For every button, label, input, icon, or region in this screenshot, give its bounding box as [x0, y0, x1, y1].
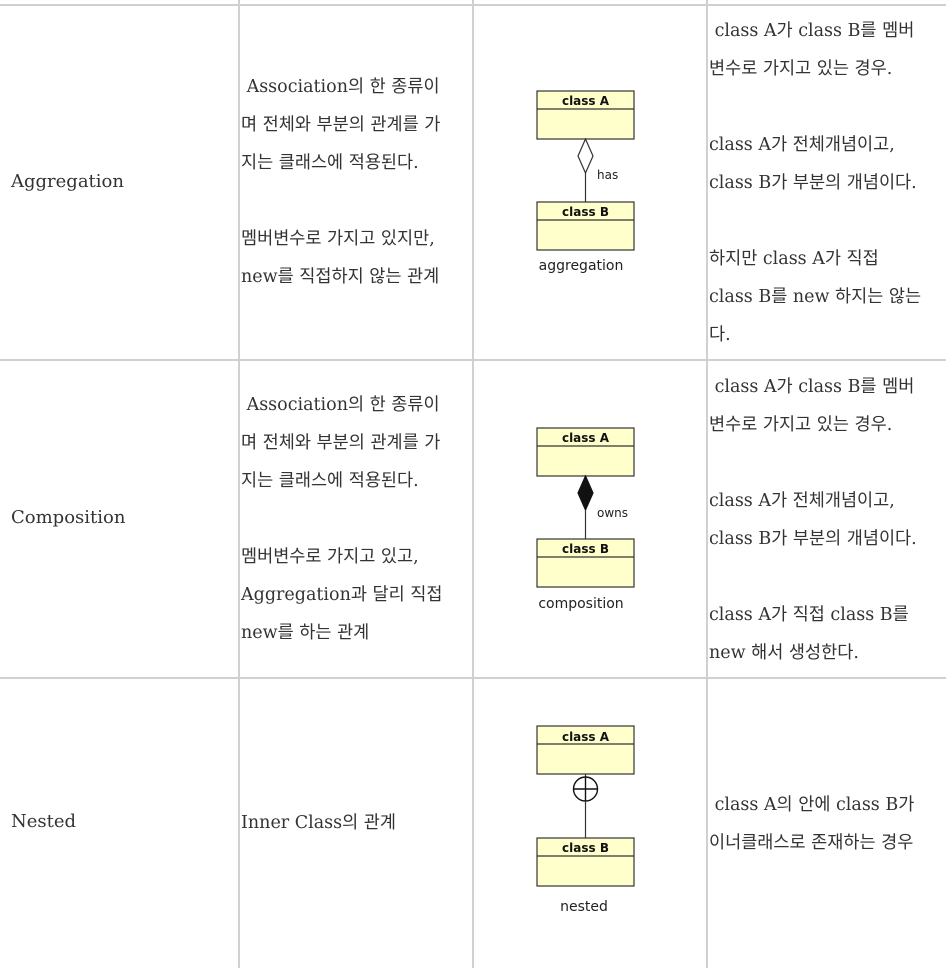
description-line: Inner Class의 관계 [241, 813, 396, 833]
class-a-label: class A [562, 94, 610, 108]
detail-line: class A가 직접 class B를 [709, 605, 909, 625]
aggregation-uml-diagram: class A has class B aggregation [536, 90, 635, 274]
description-line: Association의 한 종류이 [241, 77, 440, 97]
detail-line: class B가 부분의 개념이다. [709, 529, 917, 549]
description-cell: Inner Class의 관계 [241, 804, 396, 842]
class-b-box [536, 538, 635, 588]
description-line: Aggregation과 달리 직접 [241, 585, 443, 605]
column-divider [472, 0, 474, 968]
description-line: new를 하는 관계 [241, 623, 370, 643]
class-b-label: class B [562, 542, 609, 556]
hollow-diamond-icon [577, 137, 594, 175]
description-line: 멤버변수로 가지고 있지만, [241, 229, 435, 249]
description-line: 지는 클래스에 적용된다. [241, 153, 419, 173]
detail-line: class A가 전체개념이고, [709, 491, 895, 511]
description-line: 멤버변수로 가지고 있고, [241, 547, 419, 567]
row-divider [0, 4, 946, 6]
class-a-label: class A [562, 730, 610, 744]
description-line: 며 전체와 부분의 관계를 가 [241, 115, 441, 135]
diagram-caption: composition [538, 596, 623, 612]
class-a-box [536, 427, 635, 477]
description-line: Association의 한 종류이 [241, 395, 440, 415]
detail-line: 이너클래스로 존재하는 경우 [709, 833, 914, 853]
class-b-label: class B [562, 205, 609, 219]
description-line: 지는 클래스에 적용된다. [241, 471, 419, 491]
filled-diamond-icon [577, 474, 594, 512]
detail-line: new 해서 생성한다. [709, 643, 859, 663]
class-b-box [536, 201, 635, 251]
row-divider [0, 359, 946, 361]
description-line: new를 직접하지 않는 관계 [241, 267, 440, 287]
class-b-box [536, 837, 635, 887]
circle-plus-icon [572, 776, 599, 802]
column-divider [238, 0, 240, 968]
row-divider [0, 677, 946, 679]
row-name: Composition [11, 507, 126, 528]
detail-line: class A가 전체개념이고, [709, 135, 895, 155]
column-divider [706, 0, 708, 968]
class-a-label: class A [562, 431, 610, 445]
detail-line: class A가 class B를 멤버 [709, 21, 915, 41]
detail-cell: class A가 class B를 멤버 변수로 가지고 있는 경우. clas… [709, 368, 917, 672]
detail-line: 변수로 가지고 있는 경우. [709, 59, 893, 79]
diagram-caption: nested [560, 899, 608, 915]
composition-uml-diagram: class A owns class B composition [536, 427, 635, 612]
description-cell: Association의 한 종류이 며 전체와 부분의 관계를 가 지는 클래… [241, 386, 442, 652]
class-b-label: class B [562, 841, 609, 855]
relation-label: has [597, 168, 618, 182]
detail-line: class B를 new 하지는 않는 [709, 287, 922, 307]
class-a-box [536, 725, 635, 775]
diagram-caption: aggregation [539, 258, 624, 274]
detail-line: class B가 부분의 개념이다. [709, 173, 917, 193]
nested-uml-diagram: class A class B nested [536, 725, 635, 915]
detail-line: class A의 안에 class B가 [709, 795, 915, 815]
detail-line: 변수로 가지고 있는 경우. [709, 415, 893, 435]
row-name: Aggregation [11, 171, 124, 192]
description-line: 며 전체와 부분의 관계를 가 [241, 433, 441, 453]
detail-line: 하지만 class A가 직접 [709, 249, 879, 269]
description-cell: Association의 한 종류이 며 전체와 부분의 관계를 가 지는 클래… [241, 68, 440, 296]
detail-line: 다. [709, 325, 731, 345]
row-name: Nested [11, 811, 77, 832]
relation-label: owns [597, 506, 628, 520]
detail-cell: class A의 안에 class B가 이너클래스로 존재하는 경우 [709, 786, 914, 862]
detail-line: class A가 class B를 멤버 [709, 377, 915, 397]
detail-cell: class A가 class B를 멤버 변수로 가지고 있는 경우. clas… [709, 12, 921, 354]
